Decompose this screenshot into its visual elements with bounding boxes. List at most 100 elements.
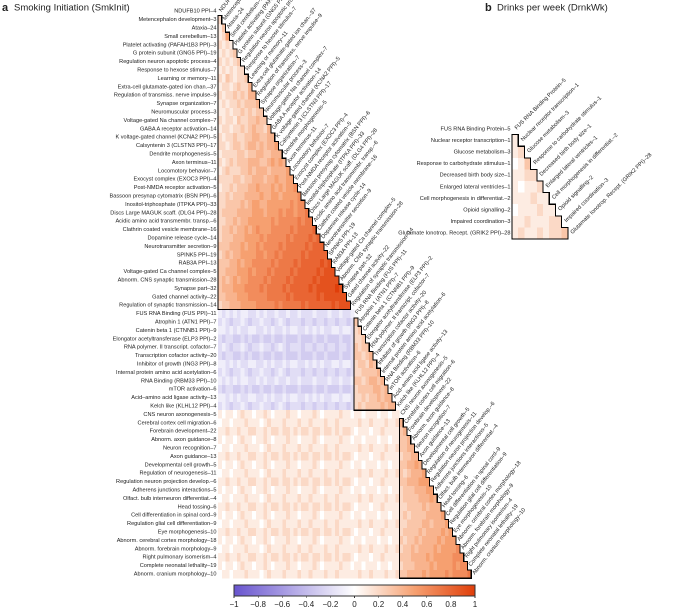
heatmap-cell	[357, 519, 362, 529]
heatmap-cell	[297, 485, 302, 495]
heatmap-cell	[255, 427, 260, 436]
heatmap-cell	[380, 485, 385, 495]
heatmap-cell	[244, 494, 249, 503]
heatmap-cell	[289, 225, 294, 235]
heatmap-cell	[452, 553, 457, 562]
heatmap-cell	[252, 569, 257, 579]
heatmap-cell	[255, 401, 260, 411]
heatmap-cell	[304, 527, 310, 537]
heatmap-cell	[331, 561, 336, 571]
heatmap-cell	[331, 267, 336, 277]
heatmap-cell	[270, 485, 275, 495]
heatmap-cell	[350, 401, 355, 411]
heatmap-cell	[536, 215, 544, 228]
heatmap-cell	[376, 427, 381, 436]
heatmap-cell	[361, 443, 366, 453]
heatmap-cell	[338, 393, 344, 403]
heatmap-cell	[301, 443, 306, 453]
heatmap-cell	[289, 200, 294, 209]
heatmap-cell	[293, 334, 298, 344]
heatmap-cell	[263, 544, 268, 554]
heatmap-cell	[229, 259, 234, 268]
heatmap-cell	[369, 443, 374, 453]
heatmap-cell	[221, 32, 226, 41]
heatmap-cell	[399, 469, 404, 478]
heatmap-cell	[286, 443, 291, 453]
heatmap-cell	[267, 267, 272, 277]
heatmap-cell	[354, 343, 359, 352]
heatmap-cell	[376, 393, 381, 403]
heatmap-cell	[278, 183, 283, 193]
heatmap-cell	[248, 292, 253, 302]
heatmap-cell	[255, 519, 260, 529]
heatmap-cell	[278, 435, 283, 445]
heatmap-cell	[327, 309, 332, 319]
heatmap-cell	[233, 343, 238, 352]
heatmap-cell	[418, 502, 423, 512]
heatmap-cell	[357, 326, 362, 335]
heatmap-cell	[218, 527, 223, 537]
heatmap-cell	[233, 133, 238, 142]
heatmap-cell	[282, 183, 287, 193]
heatmap-cell	[274, 301, 279, 310]
heatmap-cell	[233, 410, 238, 419]
heatmap-cell	[270, 569, 275, 579]
heatmap-cell	[263, 410, 268, 419]
heatmap-cell	[301, 250, 306, 260]
heatmap-cell	[338, 569, 344, 579]
heatmap-cell	[278, 334, 283, 344]
heatmap-cell	[278, 309, 283, 319]
heatmap-cell	[335, 561, 340, 571]
heatmap-cell	[229, 191, 234, 201]
heatmap-cell	[308, 561, 313, 571]
row-label: Acid–amino acid ligase activity–13	[131, 395, 216, 401]
heatmap-cell	[225, 326, 230, 335]
heatmap-cell	[270, 233, 275, 243]
heatmap-cell	[361, 527, 366, 537]
heatmap-cell	[518, 181, 525, 193]
heatmap-cell	[297, 494, 302, 503]
heatmap-cell	[270, 511, 275, 520]
heatmap-cell	[376, 477, 381, 487]
heatmap-cell	[301, 435, 306, 445]
heatmap-cell	[233, 208, 238, 218]
heatmap-cell	[391, 443, 396, 453]
heatmap-cell	[304, 233, 310, 243]
heatmap-cell	[289, 469, 294, 478]
heatmap-cell	[289, 477, 294, 487]
heatmap-cell	[304, 569, 310, 579]
heatmap-cell	[331, 477, 336, 487]
heatmap-cell	[263, 460, 268, 470]
heatmap-cell	[403, 494, 408, 503]
heatmap-cell	[267, 124, 272, 134]
heatmap-cell	[263, 569, 268, 579]
heatmap-cell	[312, 250, 317, 260]
heatmap-cell	[422, 569, 427, 579]
heatmap-cell	[361, 410, 366, 419]
heatmap-cell	[391, 511, 396, 520]
cluster-outline	[511, 134, 569, 240]
heatmap-cell	[327, 401, 332, 411]
heatmap-cell	[388, 393, 393, 403]
heatmap-cell	[444, 544, 449, 554]
heatmap-cell	[414, 527, 419, 537]
heatmap-cell	[388, 469, 393, 478]
heatmap-cell	[225, 32, 230, 41]
heatmap-cell	[376, 494, 381, 503]
heatmap-cell	[399, 519, 404, 529]
heatmap-cell	[282, 401, 287, 411]
heatmap-cell	[350, 410, 355, 419]
heatmap-cell	[244, 217, 249, 226]
heatmap-cell	[425, 569, 430, 579]
heatmap-cell	[350, 477, 355, 487]
heatmap-cell	[218, 275, 223, 285]
heatmap-cell	[270, 275, 275, 285]
heatmap-cell	[274, 259, 279, 268]
heatmap-cell	[304, 242, 310, 251]
heatmap-cell	[248, 166, 253, 176]
heatmap-cell	[221, 443, 226, 453]
heatmap-cell	[335, 368, 340, 377]
heatmap-cell	[323, 385, 328, 394]
heatmap-cell	[441, 527, 446, 537]
heatmap-cell	[372, 494, 378, 503]
